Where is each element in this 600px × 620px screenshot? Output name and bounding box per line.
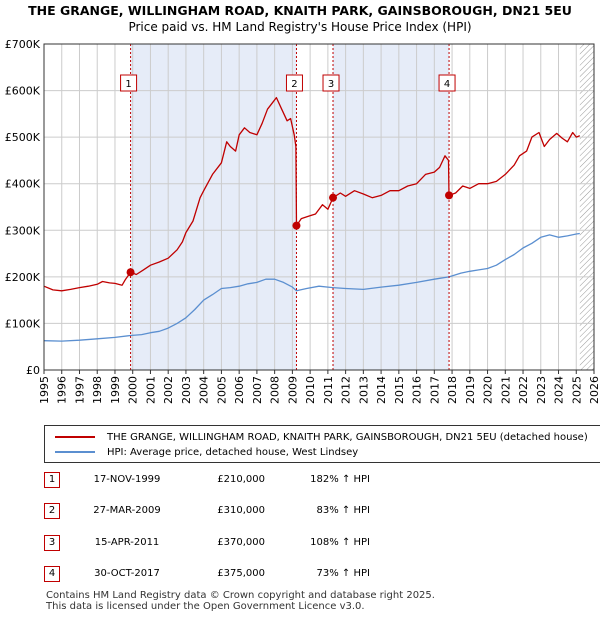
hpi-line [43,232,580,342]
sale-number-badge: 3 [44,535,60,551]
sale-label-box [322,74,340,92]
sale-row: 2 27-MAR-2009 £310,000 83% ↑ HPI [44,503,394,519]
sale-date: 30-OCT-2017 [94,568,160,579]
sale-label-box [438,74,456,92]
x-tick-label: 2005 [215,376,228,404]
x-tick-label: 2019 [464,376,477,404]
sale-date: 27-MAR-2009 [93,505,161,516]
sale-price: £310,000 [217,505,265,516]
sale-hpi-change: 83% ↑ HPI [316,505,370,516]
x-tick-label: 1997 [73,376,86,404]
sale-price: £370,000 [217,537,265,548]
x-tick-label: 2001 [144,376,157,404]
sale-label: 3 [328,79,334,90]
legend-label-hpi: HPI: Average price, detached house, West… [107,446,359,458]
legend: THE GRANGE, WILLINGHAM ROAD, KNAITH PARK… [44,425,600,463]
sale-number-badge: 1 [44,472,60,488]
x-tick-label: 2012 [340,376,353,404]
sale-hpi-change: 182% ↑ HPI [310,474,370,485]
sale-point [329,193,338,202]
plot-frame [43,43,595,371]
legend-item-hpi: HPI: Average price, detached house, West… [55,445,358,459]
chart-subtitle: Price paid vs. HM Land Registry's House … [128,20,472,34]
x-tick-label: 2015 [393,376,406,404]
y-tick-label: £200K [5,271,41,284]
x-tick-label: 1996 [56,376,69,404]
x-tick-label: 2000 [127,376,140,404]
sale-number-badge: 2 [44,503,60,519]
x-tick-label: 2006 [233,376,246,404]
sale-number-badge: 4 [44,566,60,582]
x-tick-label: 2009 [286,376,299,404]
legend-swatch-property [55,436,95,438]
sale-label-box [120,74,138,92]
x-tick-label: 2011 [322,376,335,404]
x-tick-label: 2013 [357,376,370,404]
ownership-period-shade [333,44,450,370]
sale-row: 1 17-NOV-1999 £210,000 182% ↑ HPI [44,472,394,488]
sale-label-box [285,74,303,92]
x-tick-label: 2022 [517,376,530,404]
y-tick-label: £0 [26,364,40,377]
sale-label: 2 [291,79,297,90]
x-tick-label: 2018 [446,376,459,404]
sale-row: 4 30-OCT-2017 £375,000 73% ↑ HPI [44,566,394,582]
x-tick-label: 2002 [162,376,175,404]
footer-copyright: Contains HM Land Registry data © Crown c… [46,590,435,601]
chart-title: THE GRANGE, WILLINGHAM ROAD, KNAITH PARK… [28,3,572,18]
sale-label: 4 [444,79,450,90]
x-tick-label: 2007 [251,376,264,404]
x-tick-label: 2003 [180,376,193,404]
x-tick-label: 2004 [198,376,211,404]
legend-swatch-hpi [55,451,95,453]
ownership-period-shade [130,44,297,370]
y-tick-label: £300K [5,224,41,237]
footer: Contains HM Land Registry data © Crown c… [46,590,435,612]
sale-point [126,268,135,277]
legend-label-property: THE GRANGE, WILLINGHAM ROAD, KNAITH PARK… [107,431,588,443]
x-tick-label: 2017 [428,376,441,404]
sale-point [292,221,301,230]
y-tick-label: £400K [5,178,41,191]
sale-price: £375,000 [217,568,265,579]
x-tick-label: 2023 [535,376,548,404]
price-chart: 1 2 3 4 £0 £100K £200K £300K £400K £500K £600K £70… [5,38,600,404]
sale-label: 1 [125,79,131,90]
x-tick-label: 2024 [553,376,566,404]
y-tick-label: £700K [5,38,41,51]
sale-point [445,191,454,200]
hatched-region [579,44,594,370]
y-tick-label: £500K [5,131,41,144]
legend-item-property: THE GRANGE, WILLINGHAM ROAD, KNAITH PARK… [55,430,588,444]
sale-date: 15-APR-2011 [94,537,160,548]
sale-date: 17-NOV-1999 [93,474,161,485]
sale-hpi-change: 108% ↑ HPI [310,537,370,548]
x-tick-label: 2020 [482,376,495,404]
sale-hpi-change: 73% ↑ HPI [316,568,370,579]
x-tick-label: 1995 [38,376,51,404]
y-tick-label: £600K [5,85,41,98]
x-tick-label: 2025 [570,376,583,404]
footer-licence: This data is licensed under the Open Gov… [46,601,365,612]
x-tick-label: 2010 [304,376,317,404]
y-tick-label: £100K [5,317,41,330]
sale-price: £210,000 [217,474,265,485]
x-tick-label: 2016 [411,376,424,404]
x-tick-label: 2014 [375,376,388,404]
x-tick-label: 1998 [91,376,104,404]
x-tick-label: 2026 [588,376,600,404]
plot-background [44,44,594,370]
x-tick-label: 2008 [269,376,282,404]
x-tick-label: 1999 [109,376,122,404]
x-tick-label: 2021 [499,376,512,404]
sale-row: 3 15-APR-2011 £370,000 108% ↑ HPI [44,535,394,551]
